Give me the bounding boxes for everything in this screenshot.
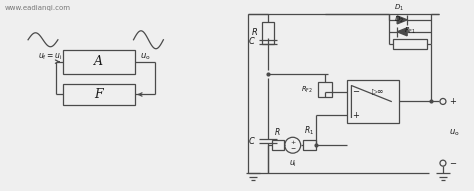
Text: $u_{\rm o}$: $u_{\rm o}$ (449, 127, 460, 138)
Text: C: C (249, 137, 255, 146)
Text: $u_{\rm i}$: $u_{\rm i}$ (289, 158, 297, 169)
Bar (393, 39, 427, 49)
Text: $\triangleright\infty$: $\triangleright\infty$ (371, 86, 384, 97)
Text: $u_{\rm f}{=}u_{\rm i}$: $u_{\rm f}{=}u_{\rm i}$ (38, 51, 62, 62)
Text: $u_{\rm o}$: $u_{\rm o}$ (140, 51, 151, 62)
Text: R: R (275, 128, 281, 137)
Text: −: − (290, 146, 295, 151)
Text: +: + (290, 140, 295, 145)
Polygon shape (397, 16, 407, 24)
Text: www.eadianqi.com: www.eadianqi.com (5, 5, 71, 11)
Text: $D_1$: $D_1$ (394, 3, 404, 13)
Bar (262, 22, 274, 44)
Text: R: R (252, 28, 258, 37)
Text: −: − (449, 159, 456, 168)
Text: A: A (94, 55, 103, 68)
Text: $D_2$: $D_2$ (394, 15, 404, 25)
Polygon shape (397, 28, 407, 36)
Text: $R_{\rm F1}$: $R_{\rm F1}$ (404, 26, 416, 36)
Text: $R_{\rm F2}$: $R_{\rm F2}$ (301, 84, 313, 95)
Bar (272, 140, 284, 150)
Bar (63, 83, 135, 105)
Text: −: − (352, 87, 359, 96)
Bar (303, 140, 316, 150)
Text: F: F (94, 88, 103, 101)
Text: +: + (352, 111, 359, 120)
Text: C: C (249, 37, 255, 46)
Text: +: + (449, 97, 456, 106)
Bar (63, 50, 135, 74)
Text: $R_1$: $R_1$ (304, 125, 314, 137)
Bar (347, 80, 399, 123)
Bar (318, 82, 331, 97)
